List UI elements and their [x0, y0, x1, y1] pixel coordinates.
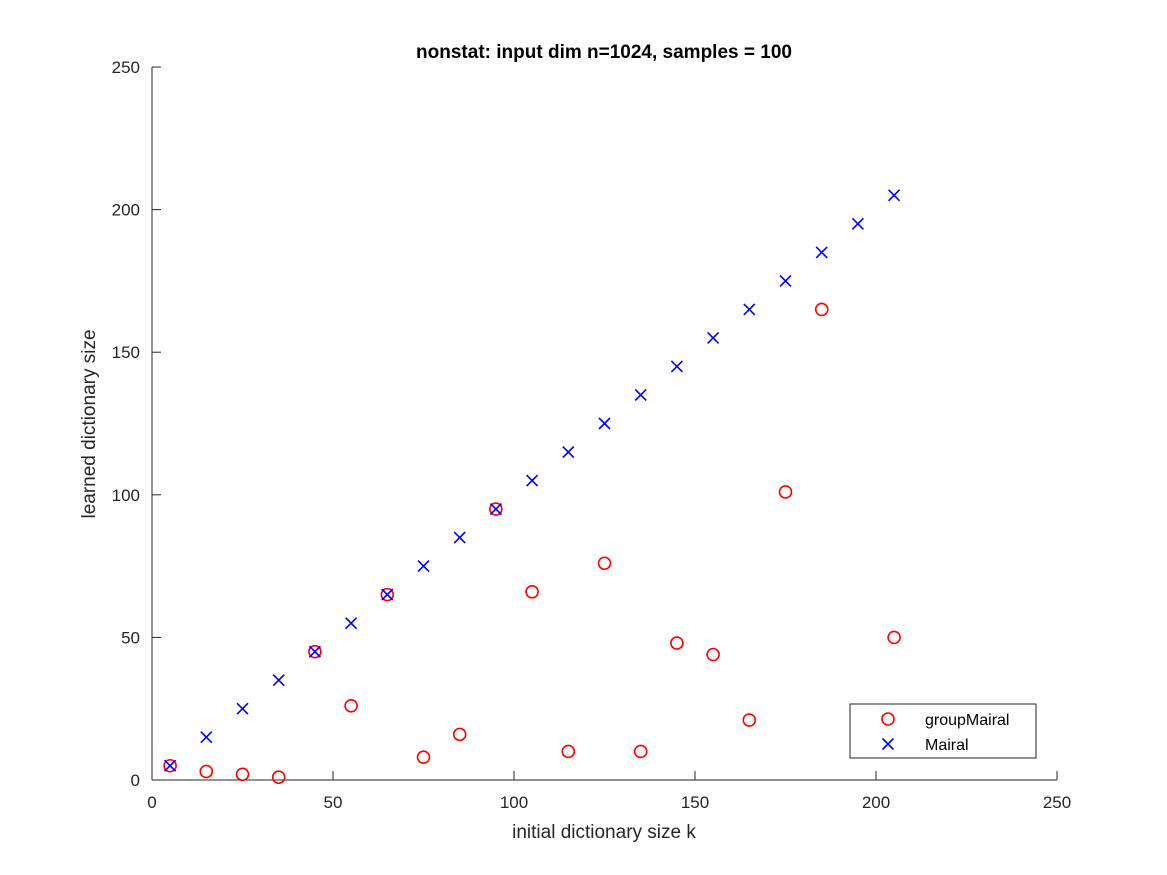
data-point-x [345, 617, 358, 630]
data-point-x [598, 417, 611, 430]
legend: groupMairal Mairal [849, 703, 1037, 759]
data-point-circle [561, 744, 576, 759]
data-marks [163, 189, 901, 784]
x-tick-label: 250 [1043, 793, 1071, 812]
y-tick-label: 250 [112, 58, 140, 77]
legend-marker [881, 712, 895, 726]
data-point-circle [670, 636, 684, 650]
data-point-x [815, 246, 828, 259]
x-tick-label: 100 [500, 793, 528, 812]
data-point-circle [380, 587, 395, 602]
y-tick-label: 50 [121, 628, 140, 647]
x-tick-label: 150 [681, 793, 709, 812]
data-point-x [670, 360, 683, 373]
data-point-circle [235, 767, 250, 782]
data-point-x [381, 588, 394, 601]
legend-marker [881, 737, 895, 751]
data-point-x [453, 531, 466, 544]
x-tick-label: 200 [862, 793, 890, 812]
data-point-x [562, 445, 575, 459]
y-tick-label: 200 [112, 201, 140, 220]
y-tick-label: 100 [112, 486, 140, 505]
data-point-circle [778, 485, 793, 499]
legend-label: groupMairal [925, 712, 1009, 729]
data-point-circle [163, 758, 177, 773]
data-point-x [851, 217, 864, 230]
y-tick-label: 0 [131, 771, 140, 790]
data-point-circle [597, 556, 612, 571]
data-point-circle [706, 647, 720, 662]
chart-title: nonstat: input dim n=1024, samples = 100 [416, 42, 792, 63]
series-Mairal [164, 189, 901, 772]
data-point-circle [742, 713, 757, 727]
data-point-x [888, 189, 901, 202]
data-point-x [272, 674, 285, 687]
data-point-x [743, 303, 756, 316]
data-point-circle [271, 770, 286, 784]
data-point-x [236, 702, 249, 715]
data-point-circle [308, 644, 322, 659]
data-point-x [489, 502, 502, 516]
y-tick-label: 150 [112, 343, 140, 362]
data-point-x [200, 731, 213, 744]
legend-label: Mairal [925, 737, 969, 754]
data-point-x [164, 759, 177, 772]
y-axis-label: learned dictionary size [79, 329, 100, 518]
x-tick-label: 50 [324, 793, 343, 812]
axes: 0 50 100 150 200 250 0 50 100 150 200 250 [112, 58, 1072, 812]
data-point-circle [525, 584, 539, 599]
legend-box [849, 703, 1037, 759]
series-groupMairal [163, 302, 901, 784]
data-point-x [526, 474, 539, 487]
data-point-circle [416, 750, 431, 764]
data-point-circle [814, 302, 829, 317]
data-point-circle [344, 699, 358, 713]
data-point-circle [489, 502, 503, 516]
data-point-circle [199, 764, 214, 779]
data-point-x [707, 331, 720, 345]
data-point-x [779, 274, 792, 287]
data-point-x [308, 645, 321, 658]
data-point-circle [633, 744, 648, 759]
data-point-circle [887, 630, 901, 645]
x-tick-label: 0 [147, 793, 156, 812]
data-point-x [417, 560, 430, 573]
x-axis-label: initial dictionary size k [512, 822, 696, 843]
data-point-circle [452, 727, 467, 742]
data-point-x [634, 388, 647, 402]
